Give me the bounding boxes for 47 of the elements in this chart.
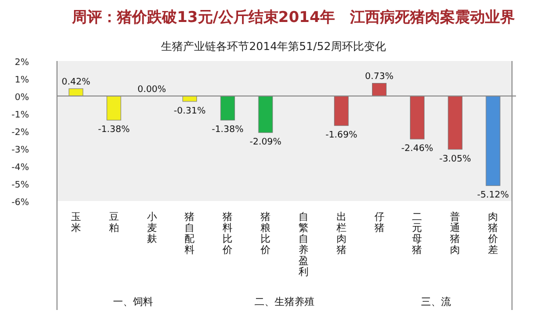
x-tick-label: 二元母猪 [412, 212, 422, 256]
x-tick-label: 玉米 [70, 212, 81, 234]
y-tick-label: -5% [11, 180, 30, 190]
data-label: -2.09% [250, 138, 282, 148]
data-label: -2.46% [401, 144, 434, 154]
data-label: 0.73% [364, 72, 394, 82]
data-label: -1.38% [98, 125, 130, 136]
x-tick-label: 出栏肉猪 [335, 211, 346, 256]
y-tick-label: -1% [11, 110, 30, 120]
x-tick-label: 普通猪肉 [450, 211, 460, 256]
bar [410, 96, 424, 140]
y-tick-label: -4% [11, 163, 30, 173]
y-tick-label: -2% [11, 128, 30, 138]
x-tick-label: 猪料比价 [222, 211, 233, 256]
y-tick-label: -6% [11, 198, 30, 208]
y-tick-label: -3% [11, 146, 30, 156]
x-tick-label: 豆粕 [108, 212, 119, 234]
data-label: 0.42% [62, 78, 91, 88]
data-label: -3.05% [439, 154, 472, 164]
bar [68, 88, 84, 96]
text: 一、饲料 [112, 296, 153, 308]
bar [182, 96, 197, 102]
y-tick-label: 1% [14, 76, 30, 86]
data-label: -1.38% [212, 125, 244, 136]
x-tick-label: 小麦麸 [146, 211, 157, 245]
x-tick-label: 仔猪 [374, 212, 384, 234]
y-tick-label: 2% [14, 58, 30, 68]
x-tick-label: 猪粮比价 [260, 211, 271, 256]
bar [334, 96, 349, 126]
bar [220, 96, 235, 120]
chart-subtitle: 生猪产业链各环节2014年第51/52周环比变化 [161, 40, 386, 53]
chart-title: 周评：猪价跌破13元/公斤结束2014年 江西病死猪肉案震动业界 [70, 8, 516, 26]
bar [486, 96, 500, 186]
bar [258, 96, 273, 133]
y-tick-label: 0% [14, 93, 30, 103]
data-label: 0.00% [137, 85, 167, 95]
x-tick-label: 猪自配料 [184, 211, 195, 256]
text: 二、生猪养殖 [254, 296, 314, 308]
data-label: -1.69% [325, 130, 358, 141]
text: 三、流 [421, 296, 452, 308]
x-tick-label: 自繁自养盈利 [298, 211, 308, 278]
bar [372, 82, 387, 96]
data-label: -5.12% [477, 190, 510, 201]
x-tick-label: 肉猪价差 [487, 212, 498, 256]
bar [448, 96, 462, 150]
bar [106, 96, 122, 120]
data-label: -0.31% [174, 106, 206, 116]
